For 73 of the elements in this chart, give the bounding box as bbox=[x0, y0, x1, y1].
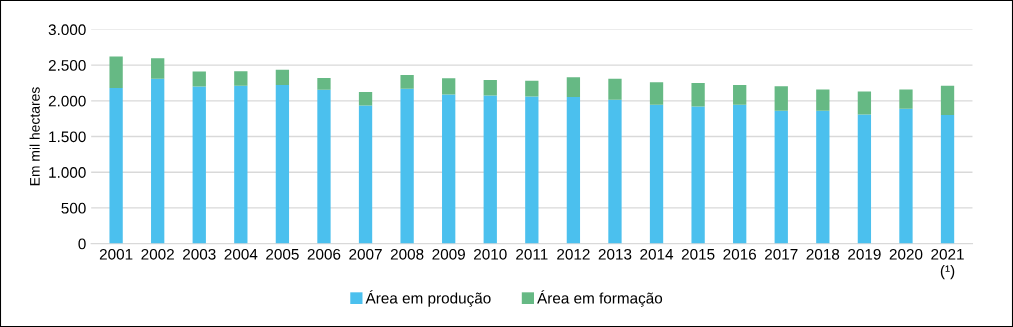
bar bbox=[275, 69, 290, 86]
x-tick-label: 2018 bbox=[806, 248, 840, 260]
bar bbox=[608, 99, 622, 244]
bar bbox=[899, 108, 913, 244]
y-tick-label: 3.000 bbox=[48, 24, 86, 36]
bar bbox=[192, 71, 206, 87]
y-tick-label: 2.000 bbox=[48, 95, 86, 107]
y-axis-title: Em mil hectares bbox=[29, 87, 40, 186]
bar bbox=[691, 106, 705, 244]
legend-label: Área em produção bbox=[365, 290, 491, 307]
x-tick-label: 2006 bbox=[307, 248, 341, 260]
x-tick-label: 2017 bbox=[765, 248, 798, 260]
x-tick-label: 2021 (¹) bbox=[931, 248, 964, 280]
bar bbox=[358, 91, 373, 106]
bar bbox=[525, 96, 539, 244]
x-tick-label: 2002 bbox=[141, 248, 174, 260]
bar bbox=[400, 75, 414, 89]
bar bbox=[234, 71, 248, 86]
x-tick-label: 2012 bbox=[557, 248, 590, 260]
bar bbox=[940, 115, 955, 244]
x-tick-label: 2007 bbox=[349, 248, 382, 260]
bar bbox=[774, 110, 788, 244]
bar bbox=[816, 89, 830, 111]
x-tick-label: 2011 bbox=[516, 248, 548, 260]
bar bbox=[442, 78, 456, 95]
bar bbox=[442, 94, 456, 244]
y-tick-label: 500 bbox=[61, 202, 86, 214]
bar bbox=[400, 88, 414, 244]
bar bbox=[608, 78, 622, 100]
x-tick-label: 2013 bbox=[598, 248, 632, 260]
y-tick-label: 1.000 bbox=[49, 167, 86, 178]
x-tick-label: 2005 bbox=[266, 248, 299, 260]
bar bbox=[816, 110, 830, 244]
bar bbox=[899, 89, 913, 109]
bar bbox=[733, 85, 747, 105]
bar bbox=[151, 78, 165, 244]
x-tick-label: 2014 bbox=[640, 248, 674, 260]
y-tick-label: 1.500 bbox=[49, 131, 86, 143]
bar bbox=[483, 95, 497, 244]
bar bbox=[525, 80, 539, 97]
x-tick-label: 2003 bbox=[183, 248, 216, 260]
bar bbox=[483, 80, 497, 96]
bar bbox=[857, 114, 872, 244]
bar bbox=[317, 89, 331, 244]
x-tick-label: 2009 bbox=[432, 248, 465, 260]
bar bbox=[940, 85, 955, 116]
bar bbox=[649, 82, 664, 105]
bar bbox=[566, 77, 581, 97]
y-tick-label: 0 bbox=[78, 238, 86, 250]
x-tick-label: 2004 bbox=[224, 248, 258, 260]
bar bbox=[358, 105, 373, 244]
bar bbox=[733, 104, 747, 244]
legend-label: Área em formação bbox=[537, 290, 663, 307]
bar bbox=[774, 86, 788, 111]
y-tick-label: 2.500 bbox=[48, 60, 86, 71]
x-tick-label: 2008 bbox=[390, 248, 424, 260]
x-tick-label: 2019 bbox=[848, 248, 881, 260]
bar bbox=[151, 58, 165, 79]
bar bbox=[109, 87, 123, 244]
bar bbox=[317, 77, 331, 90]
bar bbox=[691, 82, 705, 107]
x-tick-label: 2001 bbox=[99, 248, 133, 260]
bar bbox=[109, 56, 123, 88]
x-tick-label: 2016 bbox=[723, 248, 756, 260]
x-tick-label: 2020 bbox=[889, 248, 923, 260]
bar bbox=[857, 91, 872, 115]
bar bbox=[649, 104, 664, 244]
x-tick-label: 2010 bbox=[474, 248, 507, 260]
bar bbox=[234, 85, 248, 244]
x-tick-label: 2015 bbox=[681, 248, 715, 260]
bar bbox=[566, 96, 581, 244]
bar bbox=[192, 86, 206, 244]
bar bbox=[275, 85, 290, 244]
